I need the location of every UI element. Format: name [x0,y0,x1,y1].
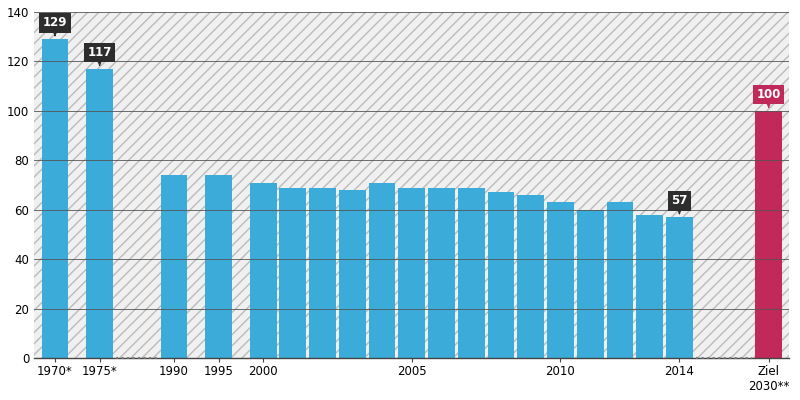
Bar [547,202,574,358]
Bar [547,202,574,358]
Bar [250,182,277,358]
Bar [250,182,277,358]
Bar [398,188,425,358]
Bar [86,69,113,358]
Bar [86,69,113,358]
Bar [428,188,455,358]
Bar [369,182,395,358]
Bar [369,182,395,358]
Bar [310,188,336,358]
Bar [339,190,366,358]
Bar [428,188,455,358]
Bar [636,215,663,358]
Bar [205,175,232,358]
Bar [577,210,604,358]
Bar [755,111,782,358]
Bar [518,195,544,358]
Text: 129: 129 [42,16,67,36]
Text: 100: 100 [757,88,781,107]
Bar [339,190,366,358]
Bar [310,188,336,358]
Bar [458,188,485,358]
Bar [755,111,782,358]
Bar [205,175,232,358]
Bar [279,188,306,358]
Text: 57: 57 [671,194,688,214]
Bar [518,195,544,358]
Bar [161,175,187,358]
Bar [666,217,693,358]
Bar [666,217,693,358]
Bar [606,202,634,358]
Bar [636,215,663,358]
Bar [279,188,306,358]
Bar [42,39,68,358]
Bar [161,175,187,358]
Bar [488,192,514,358]
Bar [488,192,514,358]
Bar [398,188,425,358]
Bar [577,210,604,358]
Bar [606,202,634,358]
Bar [458,188,485,358]
Text: 117: 117 [87,46,112,65]
Bar [42,39,68,358]
